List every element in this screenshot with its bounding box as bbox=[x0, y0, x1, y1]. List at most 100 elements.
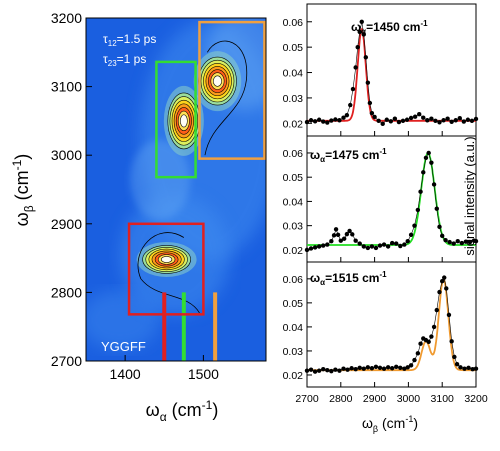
data-point bbox=[304, 119, 310, 125]
spectra-x-axis-label: ωβ (cm-1) bbox=[362, 414, 418, 434]
spectrum-y-tick-label: 0.05 bbox=[283, 298, 304, 310]
data-point bbox=[449, 339, 454, 344]
data-point bbox=[461, 119, 467, 124]
data-point bbox=[361, 366, 366, 371]
data-point bbox=[467, 239, 473, 245]
data-point bbox=[429, 116, 434, 121]
data-point bbox=[369, 244, 375, 249]
data-point bbox=[473, 116, 479, 122]
data-point bbox=[373, 364, 379, 370]
region-box-orange bbox=[198, 20, 266, 160]
data-point bbox=[380, 121, 385, 127]
data-point bbox=[367, 100, 373, 106]
data-point bbox=[331, 233, 337, 238]
spectrum-x-tick-label: 3100 bbox=[431, 393, 455, 405]
data-point bbox=[345, 367, 350, 372]
data-point bbox=[445, 116, 450, 121]
spectra-label-1475: ωα=1475 cm-1 bbox=[310, 147, 387, 164]
data-point bbox=[316, 368, 322, 373]
data-point bbox=[329, 118, 334, 123]
data-point bbox=[408, 363, 414, 368]
data-point bbox=[394, 241, 399, 246]
data-point bbox=[437, 289, 442, 295]
peak-contour bbox=[180, 114, 188, 128]
data-point bbox=[440, 279, 445, 284]
data-point bbox=[415, 207, 421, 213]
data-point bbox=[396, 119, 402, 125]
data-point bbox=[452, 354, 457, 360]
data-point bbox=[462, 366, 467, 371]
data-point bbox=[440, 233, 445, 239]
data-point bbox=[423, 155, 429, 161]
data-point bbox=[359, 19, 364, 24]
data-point bbox=[404, 117, 410, 122]
data-point bbox=[444, 286, 449, 291]
spectrum-y-tick-label: 0.03 bbox=[283, 221, 304, 233]
data-point bbox=[350, 86, 356, 92]
spectrum-y-tick-label: 0.02 bbox=[283, 118, 304, 130]
data-point bbox=[321, 243, 326, 248]
data-point bbox=[372, 114, 377, 120]
data-point bbox=[353, 367, 358, 372]
data-point bbox=[402, 366, 407, 371]
spectrum-x-tick-label: 3200 bbox=[464, 393, 488, 405]
data-point bbox=[389, 240, 395, 246]
data-point bbox=[408, 232, 414, 238]
data-point bbox=[447, 239, 452, 245]
data-point bbox=[363, 55, 369, 60]
data-point bbox=[453, 118, 458, 123]
data-point bbox=[316, 117, 322, 122]
data-point bbox=[418, 341, 423, 346]
data-point bbox=[457, 116, 462, 121]
data-point bbox=[344, 231, 350, 237]
data-point bbox=[373, 245, 379, 251]
spectrum-y-tick-label: 0.05 bbox=[283, 42, 304, 54]
map-y-tick-label: 3200 bbox=[51, 10, 82, 26]
data-point bbox=[384, 117, 389, 122]
data-point bbox=[463, 239, 469, 244]
spectrum-x-tick-label: 2800 bbox=[329, 393, 353, 405]
data-point bbox=[325, 367, 330, 373]
data-point bbox=[312, 245, 318, 250]
data-point bbox=[402, 242, 407, 247]
data-point bbox=[449, 119, 454, 124]
data-point bbox=[338, 238, 343, 243]
map-panel: 1400 1500 2700 2800 2900 3000 3100 3200 τ12=1.5… bbox=[10, 10, 267, 424]
spectrum-y-tick-label: 0.05 bbox=[283, 172, 304, 184]
data-point bbox=[434, 206, 439, 211]
data-point bbox=[312, 119, 318, 124]
data-point bbox=[377, 365, 383, 370]
spectrum-y-tick-label: 0.06 bbox=[283, 148, 304, 160]
data-point bbox=[304, 247, 310, 253]
data-point bbox=[454, 361, 460, 367]
data-point bbox=[385, 244, 391, 249]
data-point bbox=[421, 115, 426, 120]
data-point bbox=[369, 110, 375, 116]
spectra-label-1515: ωα=1515 cm-1 bbox=[310, 270, 387, 287]
data-point bbox=[400, 118, 406, 123]
map-ticks: 1400 1500 2700 2800 2900 3000 3100 3200 bbox=[51, 10, 219, 382]
region-box-red bbox=[127, 222, 205, 316]
data-point bbox=[341, 115, 346, 120]
spectrum-y-tick-label: 0.04 bbox=[283, 196, 304, 208]
data-point bbox=[333, 117, 338, 122]
peak-outer-contour bbox=[204, 40, 248, 156]
map-haze bbox=[130, 140, 190, 220]
spectrum-panel-1515: 0.02 0.03 0.04 0.05 0.06 2700 2800 2900 3000 3100… bbox=[283, 261, 488, 405]
spectrum-x-tick-label: 2900 bbox=[363, 393, 387, 405]
data-point bbox=[470, 367, 475, 372]
data-point bbox=[408, 115, 414, 121]
data-point bbox=[365, 365, 371, 370]
data-point bbox=[446, 312, 452, 318]
data-point bbox=[304, 368, 310, 373]
data-point bbox=[325, 120, 330, 125]
data-point bbox=[333, 367, 338, 372]
data-point bbox=[442, 275, 447, 280]
data-point bbox=[417, 111, 422, 117]
data-point bbox=[347, 228, 352, 234]
data-point bbox=[418, 189, 423, 194]
data-point bbox=[308, 367, 314, 372]
spectrum-y-tick-label: 0.06 bbox=[283, 274, 304, 286]
data-point bbox=[429, 334, 434, 339]
